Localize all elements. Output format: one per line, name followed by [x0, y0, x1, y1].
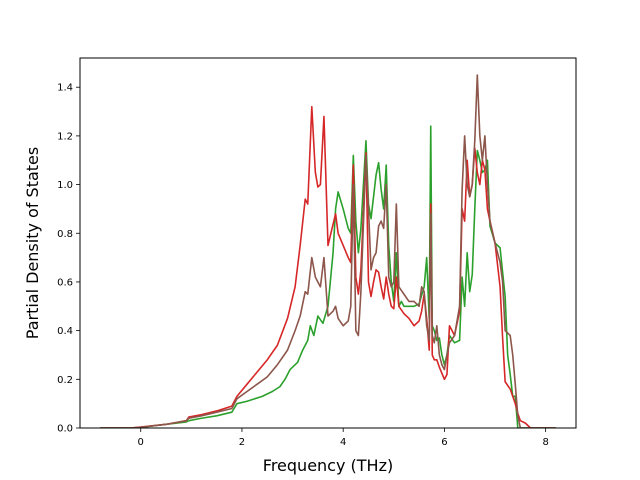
y-tick-label: 0.2 — [57, 375, 73, 386]
x-tick-label: 8 — [542, 437, 548, 448]
series-line-3 — [100, 74, 556, 428]
plot-area-frame — [79, 57, 577, 429]
y-tick-label: 0.0 — [57, 424, 73, 435]
x-tick-label: 4 — [340, 437, 346, 448]
x-tick-label: 0 — [138, 437, 144, 448]
y-tick-label: 0.6 — [57, 277, 73, 288]
x-axis-label: Frequency (THz) — [263, 456, 393, 475]
y-tick-label: 1.4 — [57, 83, 73, 94]
x-tick-label: 6 — [441, 437, 447, 448]
y-tick-label: 1.2 — [57, 131, 73, 142]
y-tick-label: 0.4 — [57, 326, 73, 337]
y-axis-label: Partial Density of States — [23, 147, 42, 339]
axis-ticks: 0 2 4 6 8 0.0 0.2 0.4 0.6 0.8 1.0 1.2 1.4 — [57, 83, 549, 448]
series-line-2 — [100, 105, 556, 428]
x-tick-label: 2 — [239, 437, 245, 448]
series-line-1 — [100, 125, 556, 428]
y-tick-label: 0.8 — [57, 229, 73, 240]
y-tick-label: 1.0 — [57, 180, 73, 191]
